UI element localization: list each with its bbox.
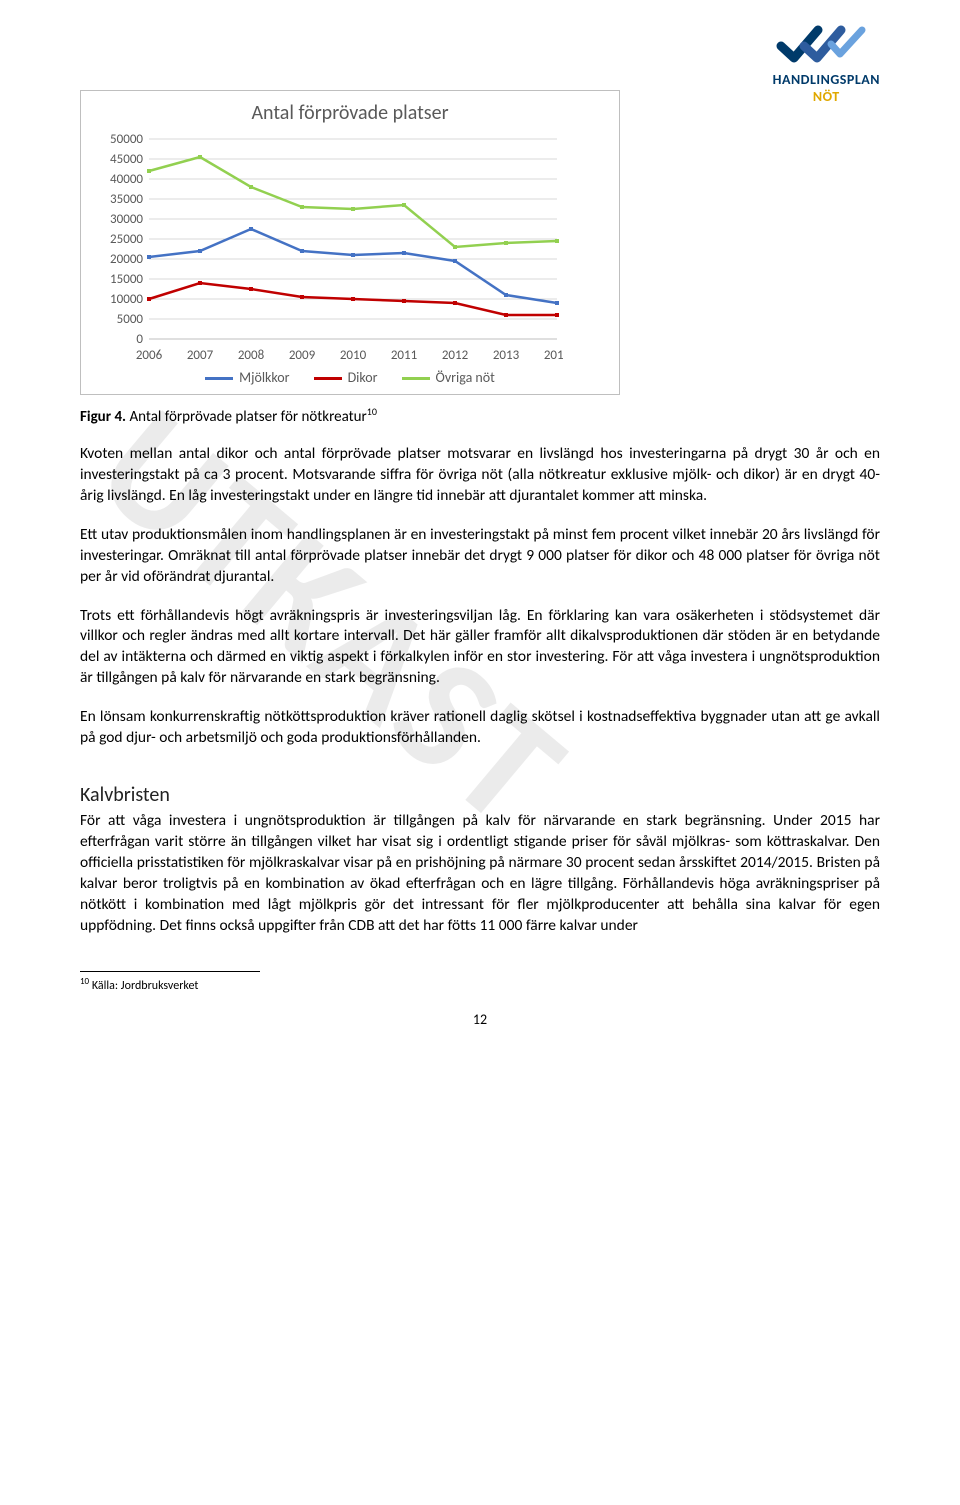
- logo-line1: HANDLINGSPLAN: [773, 71, 880, 88]
- chart-legend: Mjölkkor Dikor Övriga nöt: [93, 369, 607, 386]
- chart-title: Antal förprövade platser: [93, 101, 607, 125]
- svg-text:2006: 2006: [136, 348, 163, 363]
- paragraph: Trots ett förhållandevis högt avräknings…: [80, 606, 880, 690]
- legend-item: Övriga nöt: [402, 369, 495, 386]
- svg-text:2012: 2012: [442, 348, 469, 363]
- paragraph: Ett utav produktionsmålen inom handlings…: [80, 525, 880, 588]
- footnote-rule: [80, 971, 260, 972]
- paragraph: En lönsam konkurrenskraftig nötköttsprod…: [80, 707, 880, 749]
- legend-label: Mjölkkor: [239, 369, 289, 386]
- svg-text:45000: 45000: [110, 152, 143, 167]
- page-number: 12: [80, 1011, 880, 1028]
- legend-swatch: [402, 377, 430, 380]
- svg-text:2009: 2009: [289, 348, 316, 363]
- caption-ref: 10: [367, 405, 377, 418]
- chart-container: Antal förprövade platser 0 5000 10000 15000…: [80, 90, 620, 395]
- paragraph: Kvoten mellan antal dikor och antal förp…: [80, 444, 880, 507]
- svg-text:20000: 20000: [110, 252, 143, 267]
- svg-text:15000: 15000: [110, 272, 143, 287]
- svg-text:30000: 30000: [110, 212, 143, 227]
- caption-text: Antal förprövade platser för nötkreatur: [129, 408, 366, 426]
- legend-item: Mjölkkor: [205, 369, 289, 386]
- svg-text:2010: 2010: [340, 348, 367, 363]
- section-body: För att våga investera i ungnötsprodukti…: [80, 811, 880, 937]
- figure-caption: Figur 4. Antal förprövade platser för nö…: [80, 405, 880, 426]
- svg-text:5000: 5000: [117, 312, 144, 327]
- svg-text:2013: 2013: [493, 348, 520, 363]
- legend-label: Övriga nöt: [436, 369, 495, 386]
- caption-label: Figur 4.: [80, 408, 126, 426]
- footnote-text: Källa: Jordbruksverket: [92, 979, 199, 993]
- legend-swatch: [205, 377, 233, 380]
- legend-item: Dikor: [314, 369, 378, 386]
- svg-text:2008: 2008: [238, 348, 265, 363]
- legend-label: Dikor: [348, 369, 378, 386]
- legend-swatch: [314, 377, 342, 380]
- svg-text:50000: 50000: [110, 133, 143, 147]
- footnote-ref: 10: [80, 976, 89, 987]
- svg-text:40000: 40000: [110, 172, 143, 187]
- footnote: 10 Källa: Jordbruksverket: [80, 976, 880, 993]
- svg-text:0: 0: [136, 332, 143, 347]
- line-chart: 0 5000 10000 15000 20000 25000 30000 35000 40000…: [93, 133, 563, 363]
- svg-text:10000: 10000: [110, 292, 143, 307]
- svg-text:35000: 35000: [110, 192, 143, 207]
- svg-text:2011: 2011: [391, 348, 417, 363]
- svg-text:2014: 2014: [544, 348, 563, 363]
- svg-text:25000: 25000: [110, 232, 143, 247]
- svg-text:2007: 2007: [187, 348, 214, 363]
- section-heading: Kalvbristen: [80, 783, 880, 807]
- double-check-icon: [776, 24, 876, 66]
